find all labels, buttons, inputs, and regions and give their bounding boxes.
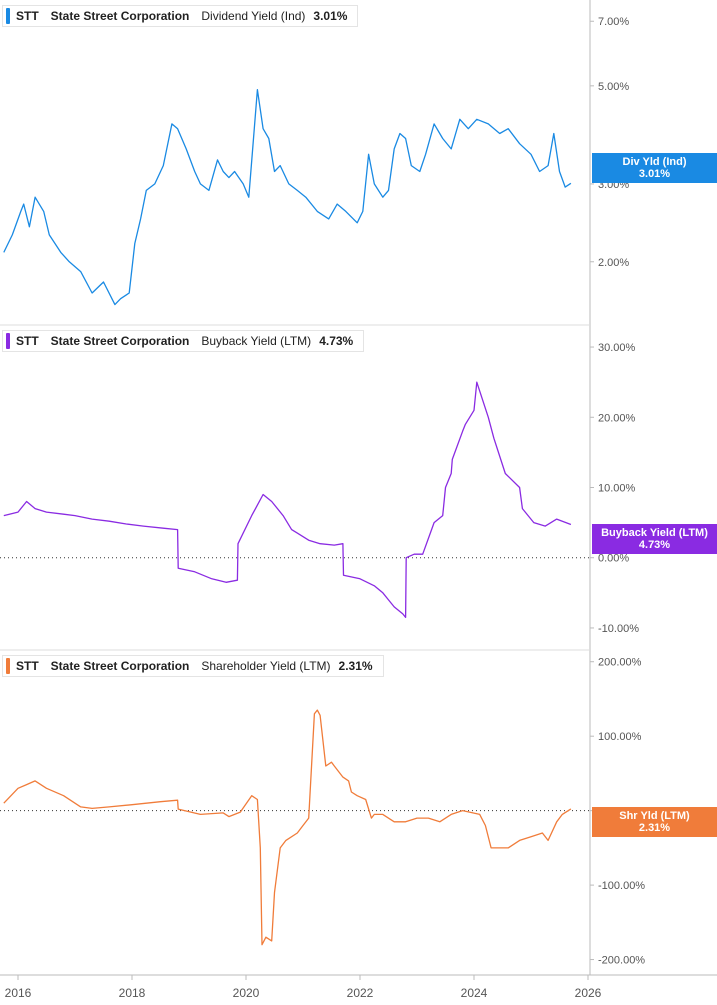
legend-metric: Buyback Yield (LTM) [201, 334, 312, 348]
y-tick-label: 200.00% [598, 657, 642, 669]
tag-value: 2.31% [638, 822, 671, 834]
y-tick-label: 10.00% [598, 483, 636, 495]
legend-ticker: STT [16, 334, 39, 348]
y-tick-label: 30.00% [598, 342, 636, 354]
x-tick-label: 2016 [5, 986, 32, 1000]
legend-ticker: STT [16, 659, 39, 673]
tag-title: Div Yld (Ind) [622, 156, 687, 168]
legend-dividend-yield: STT State Street Corporation Dividend Yi… [2, 5, 359, 27]
div-yield-price-tag: Div Yld (Ind) 3.01% [592, 153, 717, 183]
legend-metric: Shareholder Yield (LTM) [201, 659, 331, 673]
y-tick-label: -100.00% [598, 880, 645, 892]
legend-value: 2.31% [338, 659, 373, 673]
series-line [3, 89, 572, 306]
y-tick-label: 100.00% [598, 731, 642, 743]
x-tick-label: 2022 [347, 986, 374, 1000]
legend-company-name: State Street Corporation [50, 334, 190, 348]
dividend-series-swatch [6, 8, 10, 24]
y-tick-label: 0.00% [598, 553, 629, 565]
legend-value: 4.73% [319, 334, 354, 348]
x-tick-label: 2024 [461, 986, 488, 1000]
tag-title: Buyback Yield (LTM) [601, 527, 708, 539]
tag-title: Shr Yld (LTM) [619, 810, 690, 822]
y-tick-label: 2.00% [598, 257, 629, 269]
legend-metric: Dividend Yield (Ind) [201, 9, 306, 23]
y-tick-label: 5.00% [598, 81, 629, 93]
y-tick-label: -200.00% [598, 955, 645, 967]
y-tick-label: 7.00% [598, 16, 629, 28]
shareholder-yield-price-tag: Shr Yld (LTM) 2.31% [592, 807, 717, 837]
y-tick-label: 20.00% [598, 412, 636, 424]
x-tick-label: 2018 [119, 986, 146, 1000]
legend-company-name: State Street Corporation [50, 9, 190, 23]
legend-buyback-yield: STT State Street Corporation Buyback Yie… [2, 330, 365, 352]
tag-value: 3.01% [638, 168, 671, 180]
legend-value: 3.01% [313, 9, 348, 23]
y-tick-label: -10.00% [598, 623, 639, 635]
buyback-yield-price-tag: Buyback Yield (LTM) 4.73% [592, 524, 717, 554]
legend-shareholder-yield: STT State Street Corporation Shareholder… [2, 655, 384, 677]
buyback-series-swatch [6, 333, 10, 349]
shareholder-series-swatch [6, 658, 10, 674]
x-tick-label: 2020 [233, 986, 260, 1000]
legend-company-name: State Street Corporation [50, 659, 190, 673]
series-line [3, 709, 572, 946]
series-line [3, 381, 572, 619]
x-tick-label: 2026 [575, 986, 602, 1000]
tag-value: 4.73% [638, 539, 671, 551]
legend-ticker: STT [16, 9, 39, 23]
